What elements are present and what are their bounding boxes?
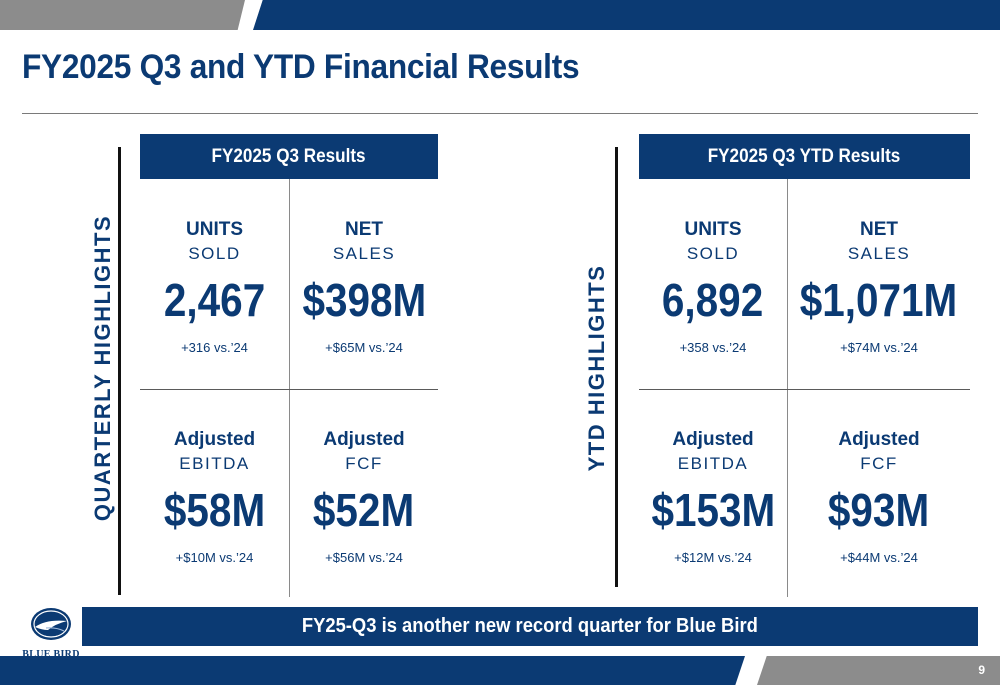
quarterly-grid-vertical xyxy=(289,179,290,597)
metric-delta: +$65M vs.’24 xyxy=(325,340,403,355)
record-quarter-banner: FY25-Q3 is another new record quarter fo… xyxy=(82,607,978,646)
metric-label: Adjusted xyxy=(672,429,754,450)
metric-sublabel: EBITDA xyxy=(179,454,250,473)
ytd-panel-header-text: FY2025 Q3 YTD Results xyxy=(708,145,901,167)
metric-label: UNITS xyxy=(186,219,243,240)
metric-sublabel: SALES xyxy=(332,244,396,263)
metric-value: $58M xyxy=(163,484,266,536)
metric-label: UNITS xyxy=(684,219,742,240)
metric-value: $398M xyxy=(302,274,426,326)
metric-label: NET xyxy=(860,219,898,240)
metric-delta: +$74M vs.’24 xyxy=(840,340,918,355)
metric-sublabel: SOLD xyxy=(188,244,241,263)
metric-delta: +316 vs.’24 xyxy=(181,340,248,355)
ytd-ebitda-cell: Adjusted EBITDA $153M +$12M vs.’24 xyxy=(639,429,787,565)
quarterly-ebitda-cell: Adjusted EBITDA $58M +$10M vs.’24 xyxy=(140,429,289,565)
metric-value: $93M xyxy=(828,484,930,536)
metric-sublabel: EBITDA xyxy=(677,454,749,473)
ytd-grid-horizontal xyxy=(639,389,970,390)
quarterly-grid-horizontal xyxy=(140,389,438,390)
quarterly-panel-header-text: FY2025 Q3 Results xyxy=(212,145,366,167)
metric-delta: +$10M vs.’24 xyxy=(175,550,254,565)
ytd-side-bar xyxy=(615,147,618,587)
metric-label: NET xyxy=(345,219,383,240)
ytd-net-sales-cell: NET SALES $1,071M +$74M vs.’24 xyxy=(788,219,970,355)
ytd-side-label: YTD HIGHLIGHTS xyxy=(584,264,609,472)
quarterly-side-label: QUARTERLY HIGHLIGHTS xyxy=(90,214,115,522)
ytd-panel-header: FY2025 Q3 YTD Results xyxy=(639,134,970,179)
banner-text: FY25-Q3 is another new record quarter fo… xyxy=(301,615,759,637)
metric-delta: +$56M vs.’24 xyxy=(325,550,403,565)
quarterly-side-bar xyxy=(118,147,121,595)
ytd-units-sold-cell: UNITS SOLD 6,892 +358 vs.’24 xyxy=(639,219,787,355)
top-accent-gray-bar xyxy=(0,0,245,30)
quarterly-fcf-cell: Adjusted FCF $52M +$56M vs.’24 xyxy=(290,429,438,565)
ytd-fcf-cell: Adjusted FCF $93M +$44M vs.’24 xyxy=(788,429,970,565)
title-divider xyxy=(22,113,978,114)
ytd-grid-vertical xyxy=(787,179,788,597)
metric-value: 6,892 xyxy=(662,274,764,326)
metric-delta: +$12M vs.’24 xyxy=(674,550,752,565)
metric-value: $153M xyxy=(651,484,775,536)
blue-bird-logo: BLUE BIRD xyxy=(22,606,80,660)
metric-value: $1,071M xyxy=(800,274,958,326)
metric-label: Adjusted xyxy=(173,429,256,450)
blue-bird-emblem-icon xyxy=(31,608,71,640)
page-number: 9 xyxy=(978,663,985,677)
metric-sublabel: FCF xyxy=(345,454,383,473)
quarterly-net-sales-cell: NET SALES $398M +$65M vs.’24 xyxy=(290,219,438,355)
metric-sublabel: SOLD xyxy=(686,244,740,263)
quarterly-units-sold-cell: UNITS SOLD 2,467 +316 vs.’24 xyxy=(140,219,289,355)
metric-value: $52M xyxy=(313,484,415,536)
top-accent-navy-bar xyxy=(253,0,1000,30)
bottom-accent-navy-bar xyxy=(0,656,745,685)
slide-title: FY2025 Q3 and YTD Financial Results xyxy=(22,48,580,86)
bottom-accent-gray-bar xyxy=(757,656,1000,685)
quarterly-panel-header: FY2025 Q3 Results xyxy=(140,134,438,179)
metric-delta: +$44M vs.’24 xyxy=(840,550,918,565)
metric-label: Adjusted xyxy=(838,429,920,450)
metric-delta: +358 vs.’24 xyxy=(679,340,747,355)
metric-sublabel: SALES xyxy=(847,244,911,263)
metric-label: Adjusted xyxy=(323,429,405,450)
logo-wordmark: BLUE BIRD xyxy=(22,649,80,660)
metric-sublabel: FCF xyxy=(860,454,898,473)
metric-value: 2,467 xyxy=(163,274,266,326)
